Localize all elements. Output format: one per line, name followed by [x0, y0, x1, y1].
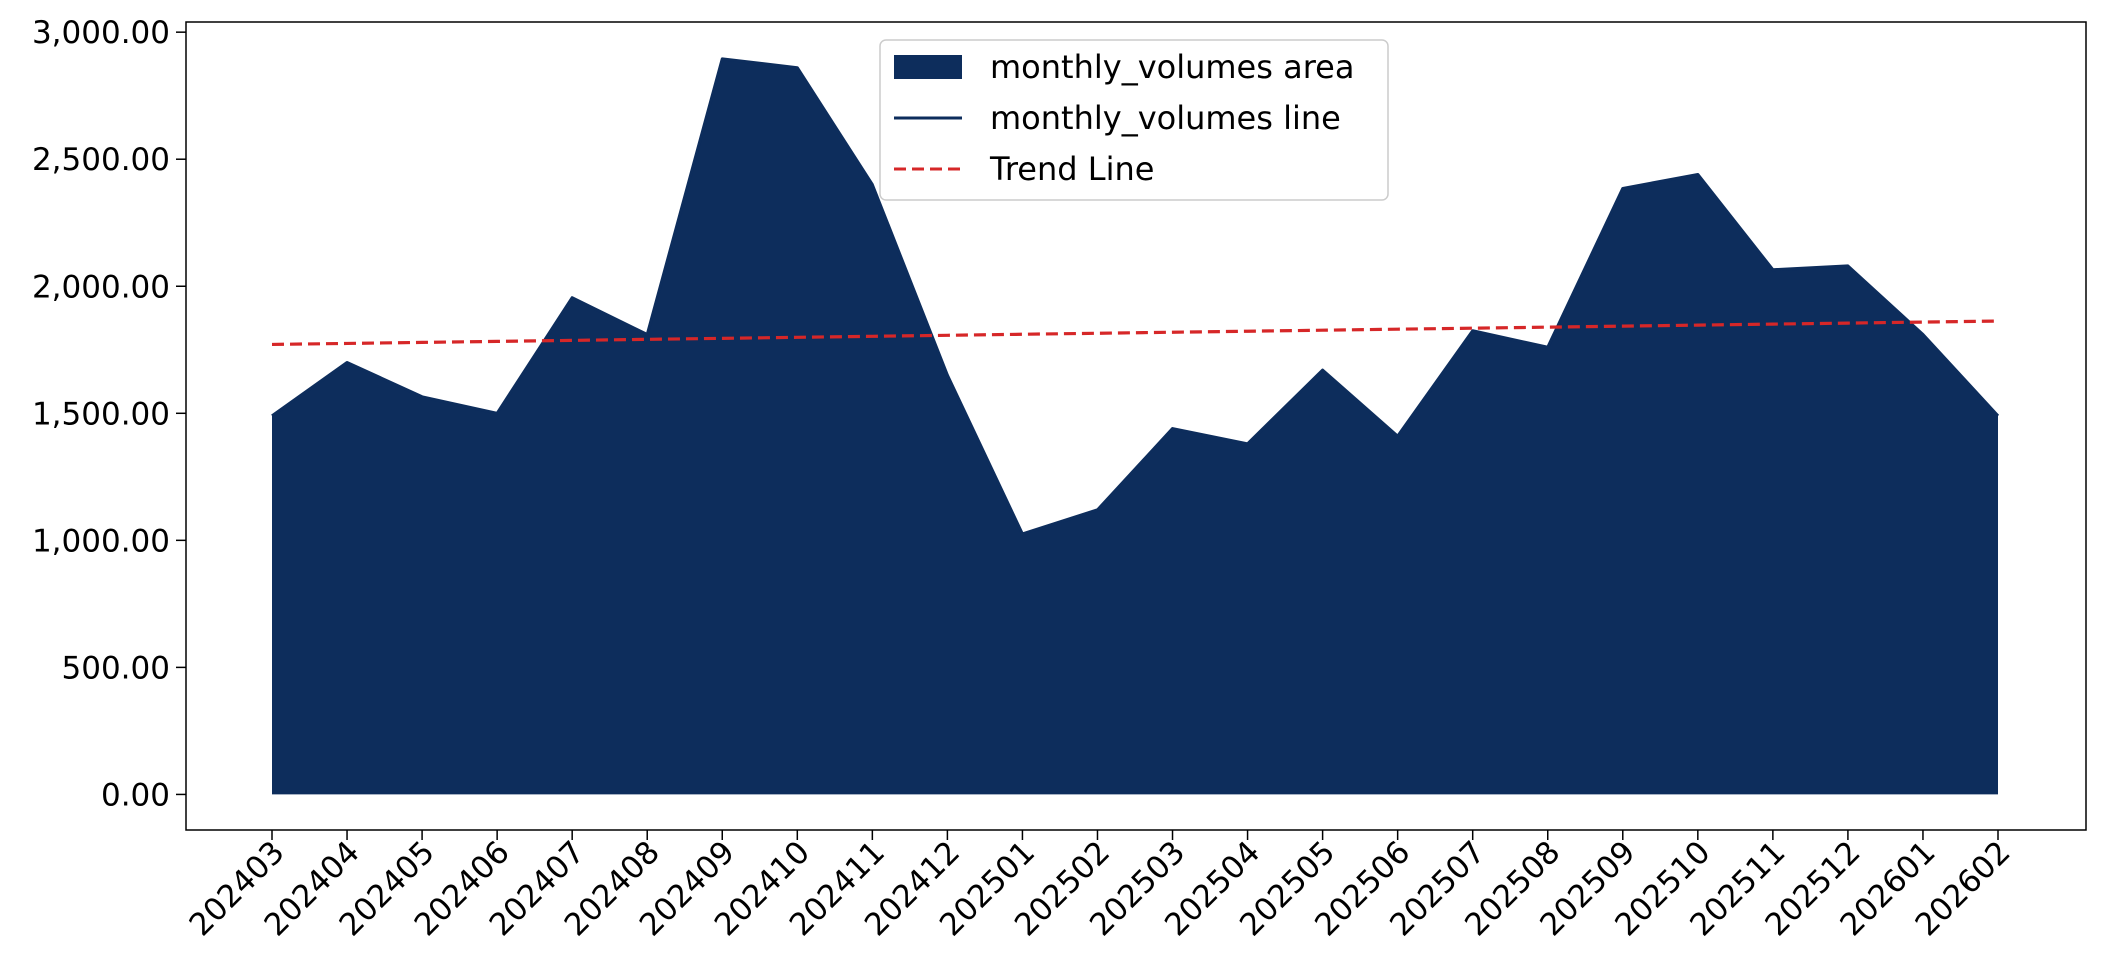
legend-label: Trend Line — [989, 150, 1154, 188]
plot-area — [271, 57, 2000, 795]
y-tick-label: 1,500.00 — [32, 396, 170, 432]
y-tick-label: 3,000.00 — [32, 15, 170, 51]
legend: monthly_volumes area monthly_volumes line… — [879, 39, 1389, 201]
legend-label: monthly_volumes area — [990, 48, 1354, 86]
y-tick-label: 500.00 — [62, 650, 170, 686]
legend-label: monthly_volumes line — [990, 99, 1341, 137]
y-tick-label: 2,500.00 — [32, 142, 170, 178]
y-tick-label: 2,000.00 — [32, 269, 170, 305]
x-axis: 2024032024042024052024062024072024082024… — [183, 830, 2018, 943]
y-tick-label: 1,000.00 — [32, 523, 170, 559]
legend-swatch-area — [894, 55, 962, 79]
y-tick-label: 0.00 — [101, 777, 170, 813]
series-monthly-volumes-line — [271, 57, 2000, 536]
series-monthly-volumes-area — [272, 58, 1998, 795]
y-axis: 0.00 500.00 1,000.00 1,500.00 2,000.00 2,500.… — [32, 15, 186, 813]
plot-frame — [185, 21, 2087, 831]
legend-box — [879, 39, 1389, 201]
